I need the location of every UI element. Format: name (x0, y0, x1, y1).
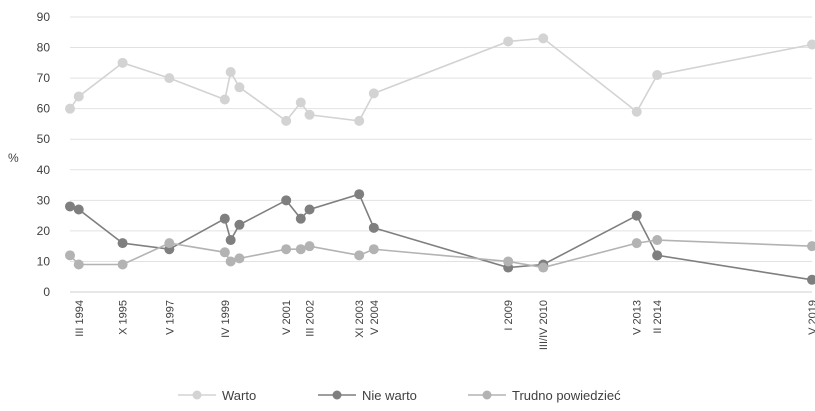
data-point (368, 222, 379, 233)
data-point (219, 247, 230, 258)
series-1 (65, 33, 815, 126)
data-point (631, 210, 642, 221)
data-point (73, 259, 84, 270)
x-tick-label: I 2009 (503, 300, 515, 331)
y-tick-label: 0 (43, 285, 50, 299)
data-point (538, 262, 549, 273)
x-tick-label: V 2004 (369, 300, 381, 335)
data-point (65, 201, 75, 212)
data-point (631, 238, 642, 249)
legend-item: Trudno powiedzieć (468, 388, 621, 403)
data-point (164, 238, 175, 249)
x-tick-label: III/IV 2010 (538, 300, 550, 350)
x-tick-label: X 1995 (118, 300, 130, 335)
data-point (354, 115, 365, 126)
data-point (807, 241, 815, 252)
y-tick-label: 80 (37, 41, 51, 55)
y-tick-label: 90 (37, 10, 51, 24)
x-tick-label: V 2019 (807, 300, 815, 335)
data-point (225, 67, 236, 77)
y-tick-label: 40 (37, 163, 51, 177)
legend-item: Warto (178, 388, 256, 403)
x-axis-ticks: III 1994 X 1995 V 1997 IV 1999 V 2001 III 200… (74, 300, 815, 350)
legend-item: Nie warto (318, 388, 417, 403)
series-2 (65, 189, 815, 285)
legend: Warto Nie warto Trudno powiedzieć (178, 388, 621, 403)
data-point (368, 244, 379, 255)
y-axis-label: % (8, 151, 19, 165)
data-point (354, 189, 365, 200)
series-line (69, 239, 813, 269)
data-point (281, 115, 292, 126)
y-tick-label: 20 (37, 224, 51, 238)
y-axis-ticks: 0 10 20 30 40 50 60 70 80 90 (37, 10, 51, 299)
data-point (219, 94, 230, 105)
x-tick-label: III 1994 (74, 300, 86, 337)
y-tick-label: 70 (37, 71, 51, 85)
y-tick-label: 60 (37, 102, 51, 116)
data-point (538, 33, 549, 44)
data-point (219, 213, 230, 224)
data-point (281, 195, 292, 206)
x-tick-label: II 2014 (652, 300, 664, 334)
y-tick-label: 50 (37, 132, 51, 146)
data-point (295, 244, 306, 255)
x-tick-label: V 1997 (164, 300, 176, 335)
legend-marker (332, 390, 342, 400)
series-group (65, 33, 815, 285)
x-tick-label: III 2002 (305, 300, 317, 337)
data-point (234, 253, 245, 264)
x-tick-label: V 2001 (281, 300, 293, 335)
data-point (304, 241, 315, 252)
data-point (652, 70, 663, 81)
gridlines (70, 16, 812, 293)
series-3 (65, 235, 815, 273)
data-point (304, 109, 315, 120)
data-point (65, 250, 75, 261)
series-line (69, 193, 813, 281)
data-point (304, 204, 315, 215)
data-point (117, 57, 128, 68)
legend-marker (192, 390, 202, 400)
data-point (73, 91, 84, 102)
data-point (234, 219, 245, 230)
data-point (164, 73, 175, 84)
data-point (234, 82, 245, 93)
data-point (117, 238, 128, 249)
data-point (225, 235, 236, 246)
data-point (354, 250, 365, 261)
data-point (652, 250, 663, 261)
x-tick-label: IV 1999 (220, 300, 232, 338)
data-point (368, 88, 379, 99)
data-point (225, 256, 236, 267)
data-point (807, 39, 815, 50)
y-tick-label: 10 (37, 254, 51, 268)
data-point (73, 204, 84, 215)
x-tick-label: XI 2003 (354, 300, 366, 338)
data-point (807, 274, 815, 285)
data-point (652, 235, 663, 246)
legend-marker (482, 390, 492, 400)
data-point (281, 244, 292, 255)
legend-label: Nie warto (362, 388, 417, 403)
x-tick-label: V 2013 (632, 300, 644, 335)
data-point (295, 97, 306, 108)
data-point (65, 103, 75, 114)
data-point (295, 213, 306, 224)
y-tick-label: 30 (37, 193, 51, 207)
data-point (117, 259, 128, 270)
data-point (631, 106, 642, 117)
data-point (503, 36, 514, 47)
legend-label: Warto (222, 388, 256, 403)
data-point (503, 256, 514, 267)
legend-label: Trudno powiedzieć (512, 388, 621, 403)
